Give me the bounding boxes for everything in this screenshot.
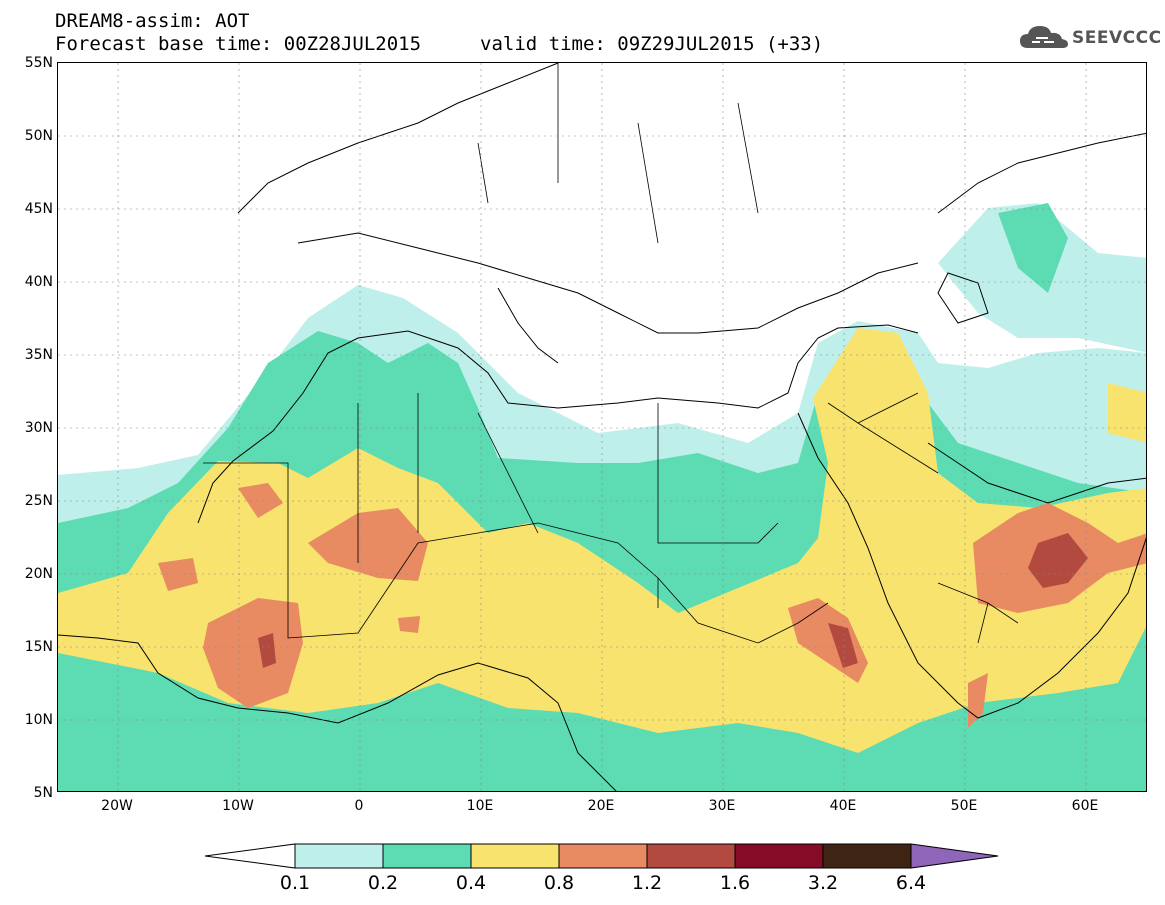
valid-time: valid time: 09Z29JUL2015 (+33) xyxy=(480,33,824,55)
colorbar-segment-3.2 xyxy=(822,843,912,869)
lon-label-60e: 60E xyxy=(1071,798,1099,814)
colorbar-label-1.2: 1.2 xyxy=(631,872,663,894)
colorbar-segment-1.2 xyxy=(646,843,736,869)
country-borders xyxy=(203,63,1019,644)
colorbar-segment-0.1 xyxy=(294,843,384,869)
lon-label-30e: 30E xyxy=(708,798,736,814)
lat-label-35n: 35N xyxy=(24,347,53,363)
colorbar-label-0.8: 0.8 xyxy=(543,872,575,894)
colorbar-label-0.4: 0.4 xyxy=(455,872,487,894)
colorbar-label-6.4: 6.4 xyxy=(895,872,927,894)
lat-label-45n: 45N xyxy=(24,201,53,217)
coastlines xyxy=(58,63,1146,791)
colorbar-label-1.6: 1.6 xyxy=(719,872,751,894)
lat-label-5n: 5N xyxy=(33,785,53,801)
lon-label-10w: 10W xyxy=(222,798,254,814)
lon-label-0: 0 xyxy=(354,798,364,814)
lon-label-20e: 20E xyxy=(587,798,615,814)
lon-label-40e: 40E xyxy=(829,798,857,814)
colorbar-low-arrow xyxy=(205,843,296,869)
lat-label-50n: 50N xyxy=(24,128,53,144)
lon-label-10e: 10E xyxy=(466,798,494,814)
map-gridlines xyxy=(58,63,1146,791)
cloud-icon xyxy=(1020,26,1068,48)
chart-title: DREAM8-assim: AOT xyxy=(55,10,250,32)
colorbar-segment-0.4 xyxy=(470,843,560,869)
colorbar-segment-1.6 xyxy=(734,843,824,869)
lat-label-40n: 40N xyxy=(24,274,53,290)
aot-field-map xyxy=(58,63,1146,791)
lat-label-10n: 10N xyxy=(24,712,53,728)
logo-text: SEEVCCC xyxy=(1072,28,1162,48)
lon-label-50e: 50E xyxy=(950,798,978,814)
lon-label-20w: 20W xyxy=(101,798,133,814)
colorbar-label-0.1: 0.1 xyxy=(279,872,311,894)
lat-label-55n: 55N xyxy=(24,55,53,71)
lat-label-20n: 20N xyxy=(24,566,53,582)
lat-label-15n: 15N xyxy=(24,639,53,655)
forecast-base-time: Forecast base time: 00Z28JUL2015 xyxy=(55,33,422,55)
lat-label-25n: 25N xyxy=(24,493,53,509)
colorbar-high-arrow xyxy=(910,843,999,869)
map-area[interactable] xyxy=(57,62,1147,792)
seevccc-logo: SEEVCCC xyxy=(1018,22,1161,56)
colorbar-segment-0.8 xyxy=(558,843,648,869)
colorbar-segment-0.2 xyxy=(382,843,472,869)
colorbar-label-0.2: 0.2 xyxy=(367,872,399,894)
colorbar-label-3.2: 3.2 xyxy=(807,872,839,894)
lat-label-30n: 30N xyxy=(24,420,53,436)
aot-colorbar xyxy=(205,843,999,869)
